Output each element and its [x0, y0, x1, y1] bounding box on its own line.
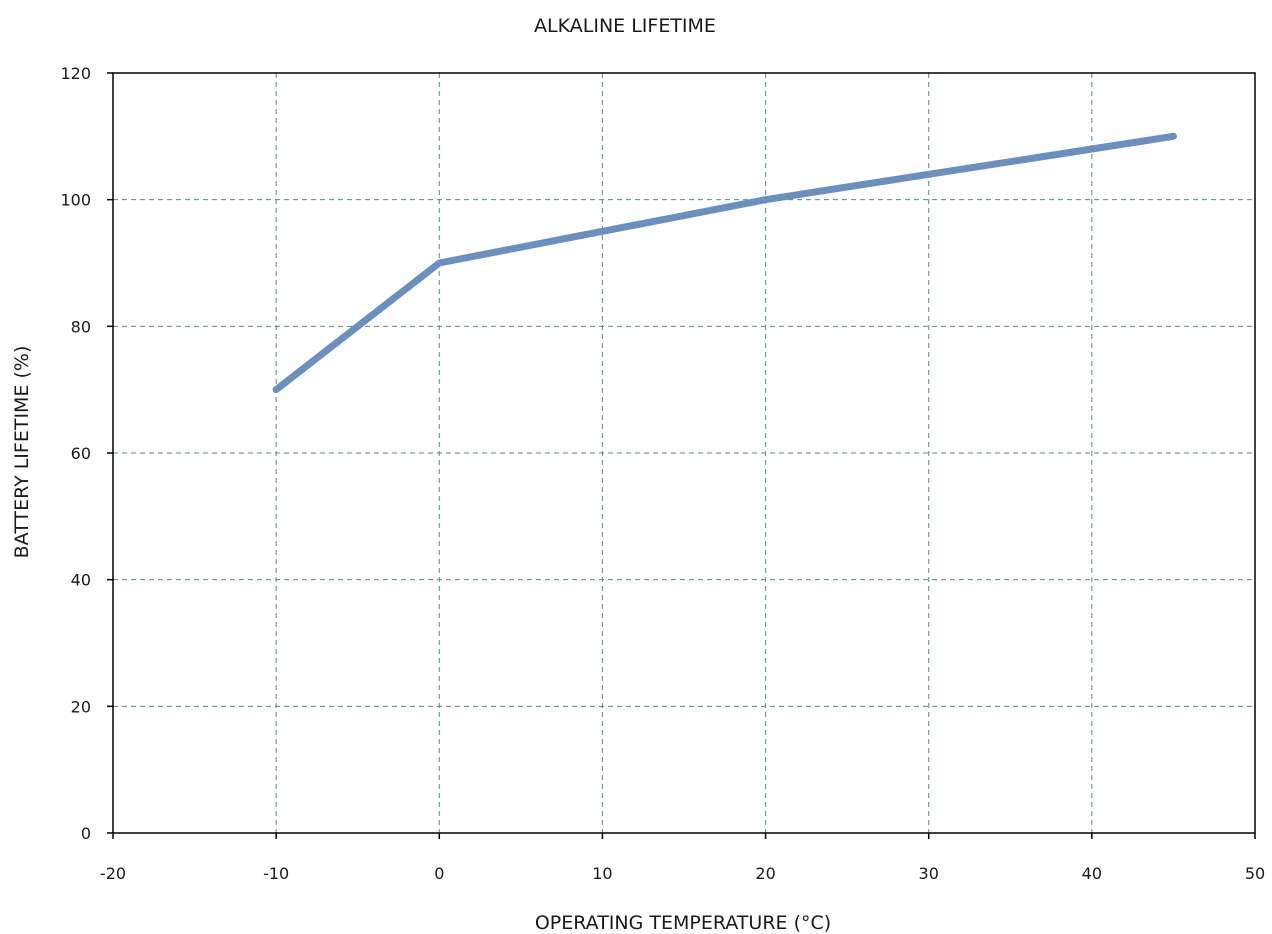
y-tick-label: 60	[71, 444, 91, 463]
data-point	[925, 171, 932, 178]
x-tick-label: 20	[755, 864, 775, 883]
data-point	[1170, 133, 1177, 140]
y-tick-label: 80	[71, 317, 91, 336]
y-tick-label: 0	[81, 824, 91, 843]
data-point	[436, 260, 443, 266]
data-point	[273, 386, 280, 393]
chart-title: ALKALINE LIFETIME	[534, 15, 716, 37]
data-point	[762, 196, 769, 203]
x-tick-label: -10	[263, 864, 289, 883]
axis-ticks: -20 -10 0 10 20 30 40 50 0 20 40 60 80 100 120	[60, 64, 1265, 883]
y-tick-label: 120	[60, 64, 91, 83]
y-tick-label: 20	[71, 697, 91, 716]
x-tick-label: -20	[100, 864, 126, 883]
series-line-0	[272, 132, 1177, 394]
data-point	[1088, 146, 1095, 152]
x-tick-label: 30	[919, 864, 939, 883]
x-tick-label: 40	[1082, 864, 1102, 883]
y-axis-label: BATTERY LIFETIME (%)	[11, 346, 33, 559]
x-tick-label: 10	[592, 864, 612, 883]
x-tick-label: 0	[434, 864, 444, 883]
y-tick-label: 40	[71, 571, 91, 590]
grid-lines	[113, 73, 1255, 833]
data-point	[599, 228, 606, 235]
series-layer	[272, 132, 1177, 394]
x-axis-label: OPERATING TEMPERATURE (°C)	[535, 912, 831, 934]
x-tick-label: 50	[1245, 864, 1265, 883]
y-tick-label: 100	[60, 191, 91, 210]
